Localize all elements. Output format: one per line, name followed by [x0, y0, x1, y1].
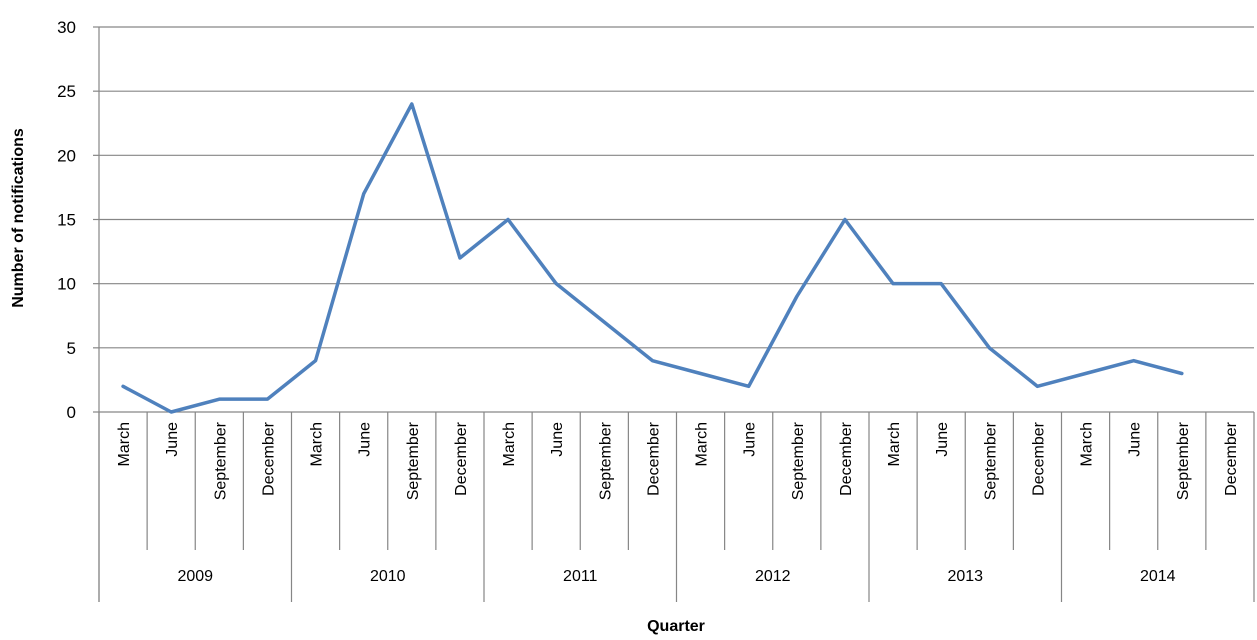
year-label: 2013 — [947, 568, 983, 585]
year-label: 2012 — [755, 568, 791, 585]
x-tick-label: June — [549, 422, 566, 457]
data-point — [1084, 372, 1088, 376]
y-tick-label: 5 — [67, 339, 76, 358]
data-point — [1132, 359, 1136, 363]
x-tick-label: March — [694, 422, 711, 466]
year-label: 2014 — [1140, 568, 1176, 585]
data-point — [458, 256, 462, 260]
data-point — [554, 282, 558, 286]
x-tick-label: September — [790, 421, 807, 500]
y-tick-label: 20 — [57, 146, 76, 165]
x-tick-label: September — [597, 421, 614, 500]
axes — [93, 26, 1255, 602]
data-point — [217, 397, 221, 401]
x-tick-label: December — [260, 421, 277, 495]
year-label: 2009 — [177, 568, 213, 585]
data-point — [1035, 384, 1039, 388]
x-tick-label: March — [116, 422, 133, 466]
x-tick-label: December — [1223, 421, 1240, 495]
year-label: 2010 — [370, 568, 406, 585]
y-axis-title: Number of notifications — [10, 128, 27, 308]
data-point — [891, 282, 895, 286]
y-tick-label: 15 — [57, 211, 76, 230]
x-tick-label: March — [886, 422, 903, 466]
data-point — [362, 192, 366, 196]
x-tick-label: September — [405, 421, 422, 500]
x-tick-label: December — [838, 421, 855, 495]
x-tick-label: June — [742, 422, 759, 457]
y-tick-label: 0 — [67, 403, 76, 422]
x-tick-label: March — [309, 422, 326, 466]
data-point — [987, 346, 991, 350]
gridlines — [99, 26, 1254, 349]
data-point — [410, 102, 414, 106]
x-tick-label: June — [357, 422, 374, 457]
data-point — [699, 372, 703, 376]
series-line — [121, 102, 1184, 414]
data-point — [314, 359, 318, 363]
x-tick-label: September — [1175, 421, 1192, 500]
data-point — [121, 384, 125, 388]
data-point — [843, 218, 847, 222]
x-tick-label: September — [212, 421, 229, 500]
data-point — [602, 320, 606, 324]
data-point — [795, 295, 799, 299]
y-tick-label: 30 — [57, 18, 76, 37]
y-tick-label: 10 — [57, 275, 76, 294]
data-point — [650, 359, 654, 363]
data-point — [1180, 372, 1184, 376]
tick-labels: 0 5 10 15 20 25 30 March June September December Ma… — [57, 18, 1240, 585]
data-point — [265, 397, 269, 401]
year-label: 2011 — [563, 568, 598, 585]
data-point — [939, 282, 943, 286]
data-point — [169, 410, 173, 414]
x-tick-label: March — [501, 422, 518, 466]
data-point — [506, 218, 510, 222]
x-tick-label: June — [934, 422, 951, 457]
x-tick-label: December — [1030, 421, 1047, 495]
x-axis-title: Quarter — [647, 618, 705, 635]
x-tick-label: September — [982, 421, 999, 500]
series-layer — [121, 102, 1184, 414]
x-tick-label: June — [164, 422, 181, 457]
x-tick-label: December — [453, 421, 470, 495]
y-tick-label: 25 — [57, 82, 76, 101]
x-tick-label: December — [645, 421, 662, 495]
x-tick-label: March — [1079, 422, 1096, 466]
data-point — [747, 384, 751, 388]
x-tick-label: June — [1127, 422, 1144, 457]
